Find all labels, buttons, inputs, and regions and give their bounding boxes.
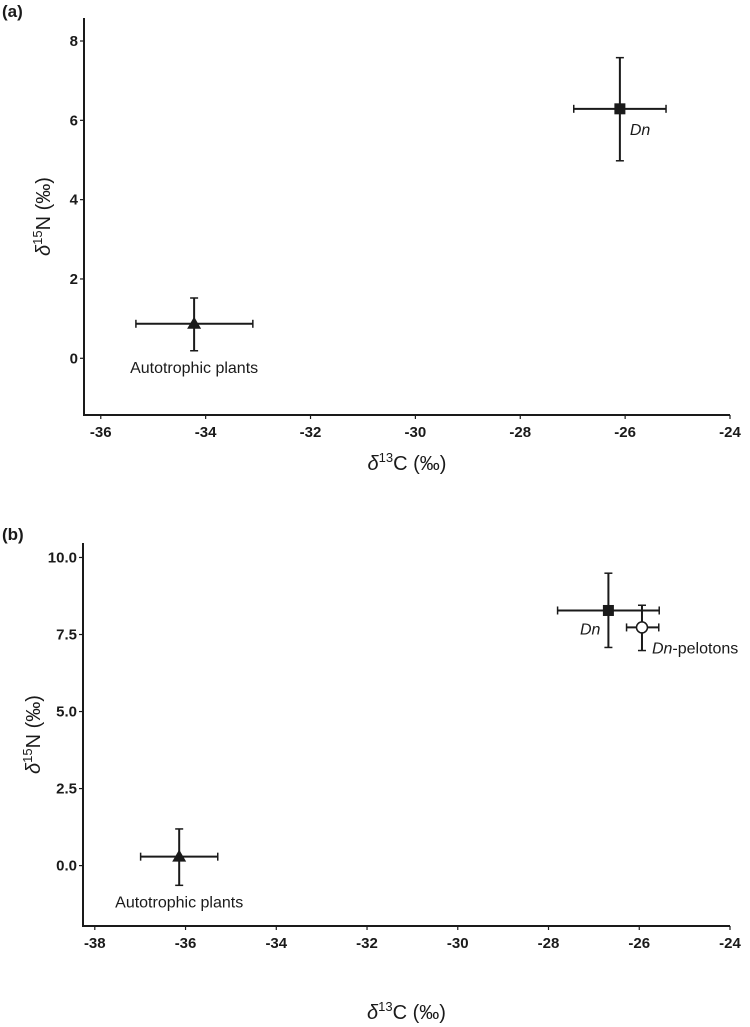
y-axis-title-sup: 15	[30, 230, 45, 244]
panel-label: (b)	[2, 525, 24, 544]
triangle-marker	[172, 849, 187, 862]
data-point-dn: Dn	[556, 572, 660, 649]
point-label-part: Dn	[630, 122, 651, 139]
x-tick-label: -30	[405, 424, 427, 441]
panel-b: (b) -38 -36 -34 -32 -30 -28 -26 -24 0.0 2.5 5.0 7.5 1…	[2, 525, 741, 1024]
y-tick-label: 10.0	[48, 549, 77, 566]
data-point-autotrophic-plants: Autotrophic plants	[130, 297, 258, 377]
y-tick-label: 2.5	[56, 781, 77, 798]
point-label-part: Autotrophic plants	[130, 360, 258, 377]
y-tick-label: 8	[70, 33, 78, 50]
y-tick-label: 2	[70, 271, 78, 288]
y-axis-title-main: N (‰)	[33, 177, 55, 230]
x-axis-title-sup: 13	[378, 999, 392, 1014]
x-axis-title-prefix: δ	[367, 1002, 379, 1024]
x-axis-title-sup: 13	[379, 450, 393, 465]
x-tick-label: -24	[719, 424, 741, 441]
x-tick-label: -36	[175, 935, 197, 952]
x-tick-label: -30	[447, 935, 469, 952]
x-axis-title-main: C (‰)	[393, 453, 446, 475]
panel-label: (a)	[2, 2, 23, 21]
y-tick-label: 5.0	[56, 704, 77, 721]
triangle-marker	[187, 316, 202, 329]
x-tick-label: -24	[719, 935, 741, 952]
x-tick-label: -34	[195, 424, 217, 441]
x-tick-label: -34	[265, 935, 287, 952]
x-axis-title-prefix: δ	[368, 453, 380, 475]
y-axis-title: δ15N (‰)	[30, 177, 55, 256]
x-tick-label: -26	[614, 424, 636, 441]
y-axis-title-prefix: δ	[23, 762, 45, 774]
x-axis-title-main: C (‰)	[393, 1002, 446, 1024]
x-axis-title: δ13C (‰)	[368, 450, 447, 475]
point-label-part: Autotrophic plants	[115, 894, 243, 911]
y-axis-title: δ15N (‰)	[20, 695, 45, 774]
point-label: Dn-pelotons	[652, 640, 738, 657]
x-tick-label: -26	[628, 935, 650, 952]
square-marker	[602, 604, 614, 616]
x-tick-label: -28	[538, 935, 560, 952]
y-tick-label: 0.0	[56, 858, 77, 875]
point-label-part: Dn	[580, 621, 601, 638]
point-label: Autotrophic plants	[115, 894, 243, 911]
x-tick-label: -32	[300, 424, 322, 441]
data-point-dn: Dn	[572, 56, 667, 162]
x-tick-label: -38	[84, 935, 106, 952]
x-axis-title: δ13C (‰)	[367, 999, 446, 1024]
data-point-dn-pelotons: Dn-pelotons	[625, 604, 738, 657]
y-tick-label: 0	[70, 350, 78, 367]
point-label-part: -pelotons	[672, 640, 738, 657]
x-tick-label: -28	[509, 424, 531, 441]
data-point-autotrophic-plants: Autotrophic plants	[115, 828, 243, 911]
point-label: Dn	[580, 621, 601, 638]
y-tick-label: 7.5	[56, 627, 77, 644]
y-axis-title-main: N (‰)	[23, 695, 45, 748]
point-label: Autotrophic plants	[130, 360, 258, 377]
y-axis-title-sup: 15	[20, 748, 35, 762]
square-marker	[614, 103, 626, 115]
y-tick-label: 6	[70, 112, 78, 129]
x-tick-label: -36	[90, 424, 112, 441]
point-label-part: Dn	[652, 640, 673, 657]
point-label: Dn	[630, 122, 651, 139]
y-axis-title-prefix: δ	[33, 244, 55, 256]
y-tick-label: 4	[70, 192, 79, 209]
x-tick-label: -32	[356, 935, 378, 952]
open-circle-marker	[635, 621, 649, 634]
